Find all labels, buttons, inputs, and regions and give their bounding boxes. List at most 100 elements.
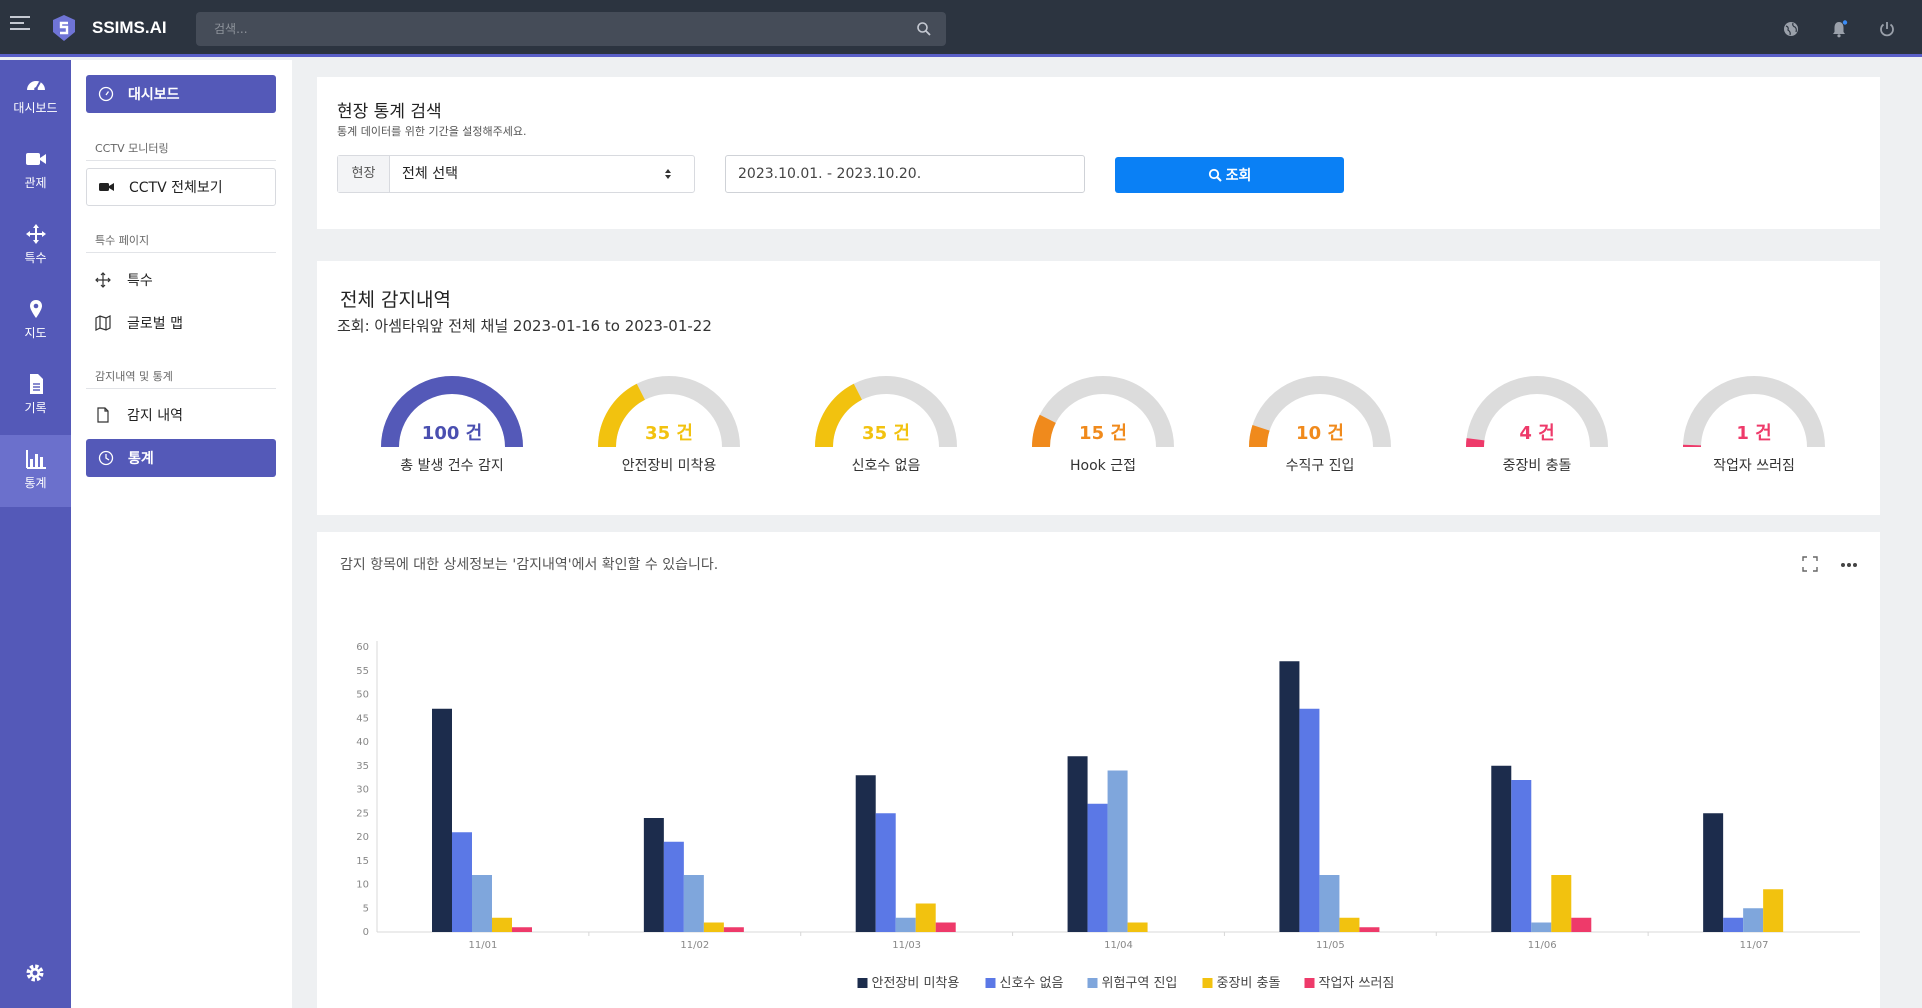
bar-2-11/04 <box>1087 803 1108 932</box>
bar-2-11/07 <box>1723 917 1744 932</box>
bar-1-11/05 <box>1279 661 1300 932</box>
bar-3-11/04 <box>1107 770 1128 932</box>
rail-item-dashboard[interactable]: 대시보드 <box>0 60 71 132</box>
bar-1-11/01 <box>432 708 452 932</box>
settings-gear-icon[interactable] <box>24 962 46 984</box>
gauge-icon <box>98 86 114 102</box>
gauge-value: 1 건 <box>1736 423 1772 444</box>
rail-item-special[interactable]: 특수 <box>0 210 71 282</box>
sidebar-link-detection-history[interactable]: 감지 내역 <box>95 405 183 425</box>
rail-item-map[interactable]: 지도 <box>0 285 71 357</box>
move-arrows-icon <box>95 272 111 288</box>
section-title-cctv: CCTV 모니터링 <box>95 142 169 155</box>
search-card-title: 현장 통계 검색 <box>337 102 442 122</box>
bar-1-11/03 <box>855 775 876 932</box>
gauge-arc <box>1466 376 1608 448</box>
gauge-value: 35 건 <box>645 423 693 444</box>
power-icon[interactable] <box>1878 20 1896 38</box>
site-statistics-search-card: 현장 통계 검색 통계 데이터를 위한 기간을 설정해주세요. 현장 전체 선택… <box>317 77 1880 229</box>
gauge-2: 35 건 안전장비 미착용 <box>594 367 744 479</box>
sidebar-cctv-all-label: CCTV 전체보기 <box>129 180 223 196</box>
bar-1-11/02 <box>643 818 664 932</box>
gauge-3: 35 건 신호수 없음 <box>811 367 961 479</box>
search-icon[interactable] <box>916 21 932 37</box>
bar-3-11/02 <box>683 875 704 932</box>
hamburger-menu-icon[interactable] <box>10 16 32 36</box>
gauge-4: 15 건 Hook 근접 <box>1028 367 1178 479</box>
gauge-6: 4 건 중장비 충돌 <box>1462 367 1612 479</box>
bar-5-11/05 <box>1359 927 1380 932</box>
x-tick-label: 11/04 <box>1104 940 1133 951</box>
gauge-arc <box>1248 376 1391 448</box>
y-tick-label: 40 <box>356 737 369 748</box>
y-tick-label: 45 <box>356 713 369 724</box>
gauge-5: 10 건 수직구 진입 <box>1245 367 1395 479</box>
file-icon <box>97 407 109 423</box>
brand-name: SSIMS.AI <box>92 18 167 37</box>
gauge-track <box>1466 376 1608 448</box>
bar-5-11/03 <box>935 922 956 932</box>
section-title-detection: 감지내역 및 통계 <box>95 370 173 383</box>
x-tick-label: 11/06 <box>1528 940 1557 951</box>
gauge-arc <box>381 376 523 448</box>
sidebar-dashboard-button[interactable]: 대시보드 <box>86 75 276 113</box>
rail-item-monitoring[interactable]: 관제 <box>0 135 71 207</box>
section-divider <box>86 252 276 253</box>
bar-1-11/06 <box>1491 765 1512 932</box>
search-input[interactable] <box>196 12 896 46</box>
gauge-caption: 작업자 쓰러짐 <box>1713 458 1795 474</box>
y-tick-label: 30 <box>356 785 369 796</box>
gauge-caption: Hook 근접 <box>1070 458 1136 474</box>
gauge-fill <box>1248 425 1270 448</box>
document-icon <box>29 374 43 394</box>
legend-swatch <box>985 978 996 988</box>
gauge-fill <box>815 383 863 448</box>
sidebar-link-global-map[interactable]: 글로벌 맵 <box>95 313 183 333</box>
video-camera-icon <box>99 183 114 191</box>
move-arrows-icon <box>25 224 46 244</box>
fullscreen-expand-icon[interactable] <box>1802 556 1818 572</box>
bar-3-11/06 <box>1531 922 1552 932</box>
bar-4-11/04 <box>1127 922 1148 932</box>
y-tick-label: 60 <box>356 642 369 653</box>
select-updown-icon <box>665 169 671 179</box>
gauge-caption: 중장비 충돌 <box>1502 458 1572 474</box>
query-button[interactable]: 조회 <box>1115 157 1344 193</box>
legend-swatch <box>857 978 868 988</box>
y-tick-label: 35 <box>356 761 369 772</box>
date-range-input[interactable]: 2023.10.01. - 2023.10.20. <box>725 155 1085 193</box>
rail-label-records: 기록 <box>24 401 47 415</box>
secondary-sidebar: 대시보드 CCTV 모니터링 CCTV 전체보기 특수 페이지 특수 글로벌 맵… <box>71 60 292 1008</box>
gauge-value: 100 건 <box>421 423 483 444</box>
gauge-track <box>1249 376 1391 448</box>
sidebar-statistics-button[interactable]: 통계 <box>86 439 276 477</box>
bar-2-11/05 <box>1299 708 1320 932</box>
bar-1-11/07 <box>1703 813 1724 932</box>
legend-swatch <box>1202 978 1213 988</box>
sidebar-cctv-all-button[interactable]: CCTV 전체보기 <box>86 168 276 206</box>
site-select[interactable]: 전체 선택 <box>402 156 682 192</box>
globe-icon[interactable] <box>1782 20 1800 38</box>
notification-bell-icon[interactable] <box>1830 20 1848 38</box>
bar-2-11/06 <box>1511 780 1532 932</box>
rail-label-dashboard: 대시보드 <box>13 101 58 115</box>
sidebar-link-special[interactable]: 특수 <box>95 270 153 290</box>
bar-3-11/03 <box>895 917 916 932</box>
gauge-arc <box>1682 376 1825 448</box>
more-options-icon[interactable] <box>1840 562 1858 568</box>
rail-item-statistics[interactable]: 통계 <box>0 435 71 507</box>
gauge-fill <box>598 383 646 448</box>
gauge-value: 15 건 <box>1079 423 1127 444</box>
y-tick-label: 5 <box>363 903 369 914</box>
gauge-value: 10 건 <box>1296 423 1344 444</box>
bar-2-11/01 <box>452 832 472 932</box>
rail-item-records[interactable]: 기록 <box>0 360 71 432</box>
y-tick-label: 25 <box>356 808 369 819</box>
site-select-group: 현장 전체 선택 <box>337 155 695 193</box>
x-tick-label: 11/07 <box>1740 940 1769 951</box>
rail-label-monitoring: 관제 <box>24 176 47 190</box>
bar-5-11/02 <box>723 927 744 932</box>
section-divider <box>86 160 276 161</box>
